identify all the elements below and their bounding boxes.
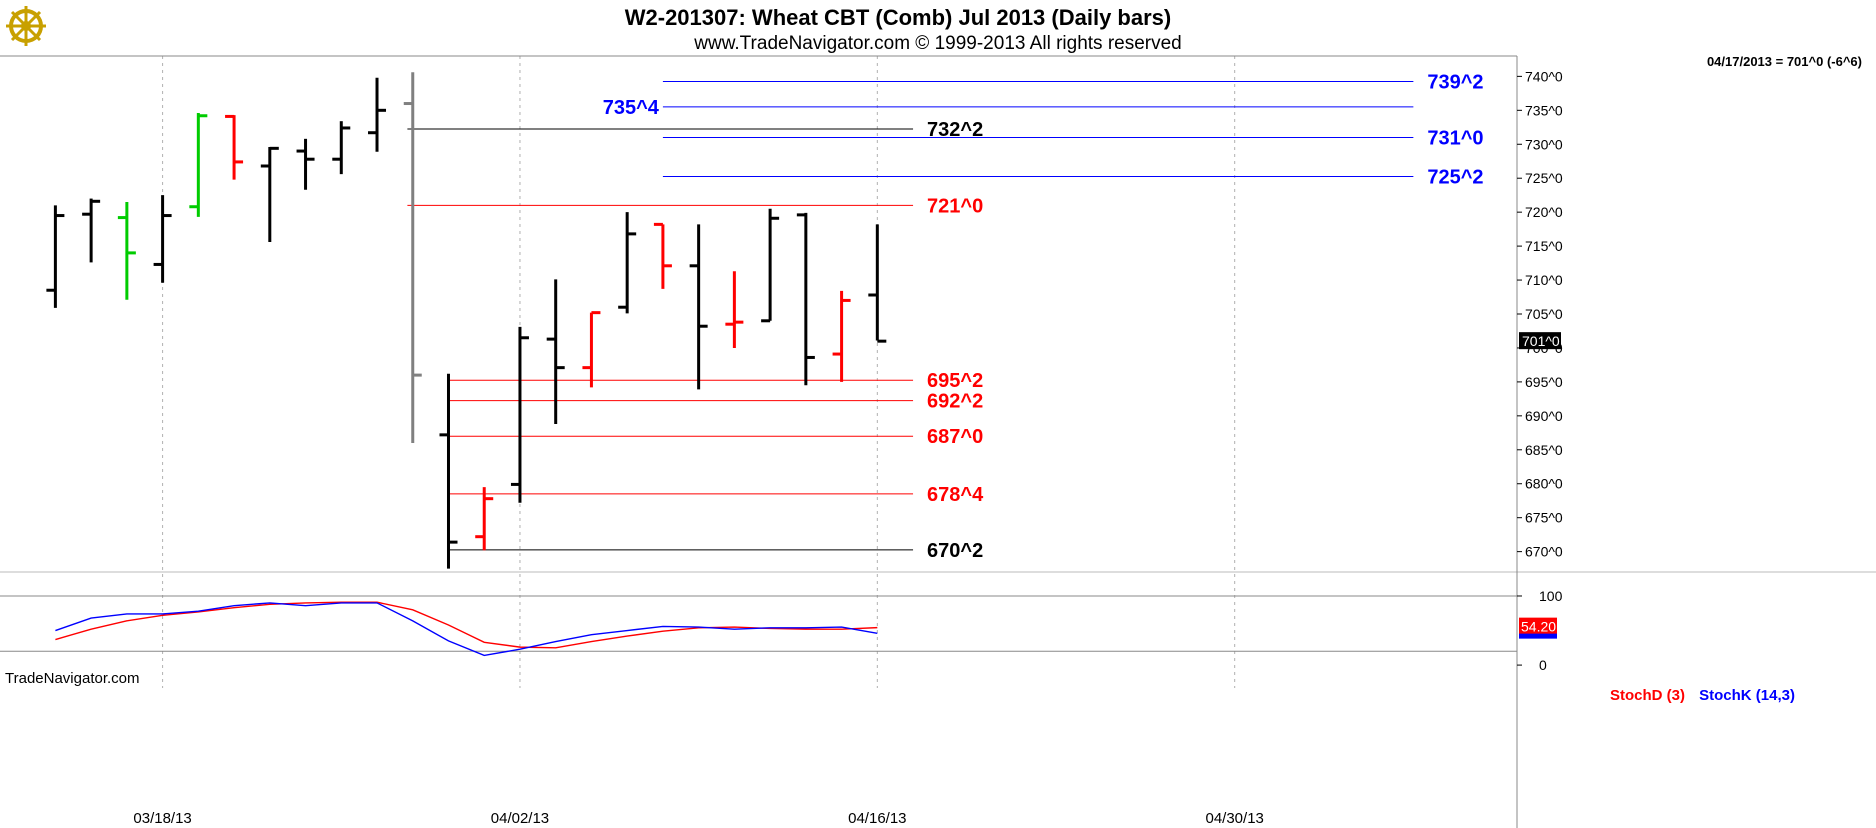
ship-wheel-icon [6, 6, 46, 46]
ohlc-bar [225, 114, 244, 180]
y-tick-label: 690^0 [1525, 408, 1563, 424]
y-tick-label: 715^0 [1525, 238, 1563, 254]
ohlc-bar [868, 224, 887, 343]
price-level-label: 721^0 [927, 195, 983, 217]
price-level-label: 735^4 [603, 97, 660, 119]
y-tick-label: 675^0 [1525, 510, 1563, 526]
y-tick-label: 695^0 [1525, 374, 1563, 390]
stochastic-pane: 54.20 [55, 601, 1557, 657]
x-tick-label: 03/18/13 [133, 810, 191, 827]
y-tick-label: 725^0 [1525, 170, 1563, 186]
chart-title: W2-201307: Wheat CBT (Comb) Jul 2013 (Da… [625, 5, 1171, 30]
ohlc-bar [117, 201, 136, 300]
price-level-label: 731^0 [1427, 127, 1483, 149]
stochd-value-label: 54.20 [1521, 619, 1556, 635]
price-level-label: 678^4 [927, 484, 984, 506]
stoch-tick-label: 100 [1539, 588, 1563, 604]
y-tick-label: 710^0 [1525, 272, 1563, 288]
copyright-text: www.TradeNavigator.com © 1999-2013 All r… [693, 33, 1181, 54]
x-tick-label: 04/30/13 [1205, 810, 1263, 827]
ohlc-bar [546, 279, 565, 424]
ohlc-bar [796, 212, 815, 386]
ohlc-bar [439, 373, 458, 569]
stoch-tick-label: 0 [1539, 657, 1547, 673]
legend-stochk: StochK (14,3) [1699, 687, 1795, 704]
watermark-text: TradeNavigator.com [5, 670, 140, 687]
price-level-label: 687^0 [927, 426, 983, 448]
ohlc-bar [46, 205, 65, 308]
axes: 670^0675^0680^0685^0690^0695^0700^0705^0… [133, 56, 1563, 828]
y-tick-label: 670^0 [1525, 544, 1563, 560]
header-area [0, 0, 1876, 56]
ohlc-bar [153, 195, 172, 283]
ohlc-bar [296, 138, 315, 190]
stochk-value-marker [1519, 633, 1557, 639]
ohlc-bar [403, 72, 422, 443]
price-level-label: 725^2 [1427, 167, 1483, 189]
price-bars [46, 72, 887, 569]
y-tick-label: 680^0 [1525, 476, 1563, 492]
y-tick-label: 735^0 [1525, 102, 1563, 118]
ohlc-bar [689, 224, 708, 390]
ohlc-bar [761, 208, 780, 323]
ohlc-bar [260, 146, 279, 243]
ohlc-bar [618, 212, 637, 314]
y-tick-label: 705^0 [1525, 306, 1563, 322]
price-level-label: 692^2 [927, 391, 983, 413]
ohlc-bar [475, 487, 494, 551]
y-tick-label: 740^0 [1525, 68, 1563, 84]
stoch-series-line [55, 601, 878, 649]
y-tick-label: 685^0 [1525, 442, 1563, 458]
price-level-label: 670^2 [927, 540, 983, 562]
stoch-series-line [55, 602, 878, 657]
price-level-label: 739^2 [1427, 71, 1483, 93]
x-tick-label: 04/16/13 [848, 810, 906, 827]
price-levels: 739^2 735^4 732^2 731^0 725^2 721^0 695^2692^2… [407, 71, 1484, 562]
ohlc-bar [82, 198, 101, 263]
ohlc-bar [510, 326, 529, 503]
x-tick-label: 04/02/13 [491, 810, 549, 827]
y-tick-label: 730^0 [1525, 136, 1563, 152]
y-tick-label: 720^0 [1525, 204, 1563, 220]
ohlc-bar [725, 271, 744, 348]
price-level-label: 695^2 [927, 370, 983, 392]
ohlc-bar [189, 113, 208, 217]
ohlc-bar [582, 311, 601, 388]
legend-stochd: StochD (3) [1610, 687, 1685, 704]
ohlc-bar [653, 222, 672, 289]
stochd-value-marker [1519, 617, 1557, 635]
ohlc-bar [368, 77, 387, 152]
ohlc-bar [832, 290, 851, 382]
current-price-label: 701^0 [1522, 333, 1560, 349]
last-price-info: 04/17/2013 = 701^0 (-6^6) [1707, 54, 1862, 69]
current-price-marker [1519, 332, 1561, 350]
ohlc-bar [332, 121, 351, 175]
price-level-label: 732^2 [927, 119, 983, 141]
